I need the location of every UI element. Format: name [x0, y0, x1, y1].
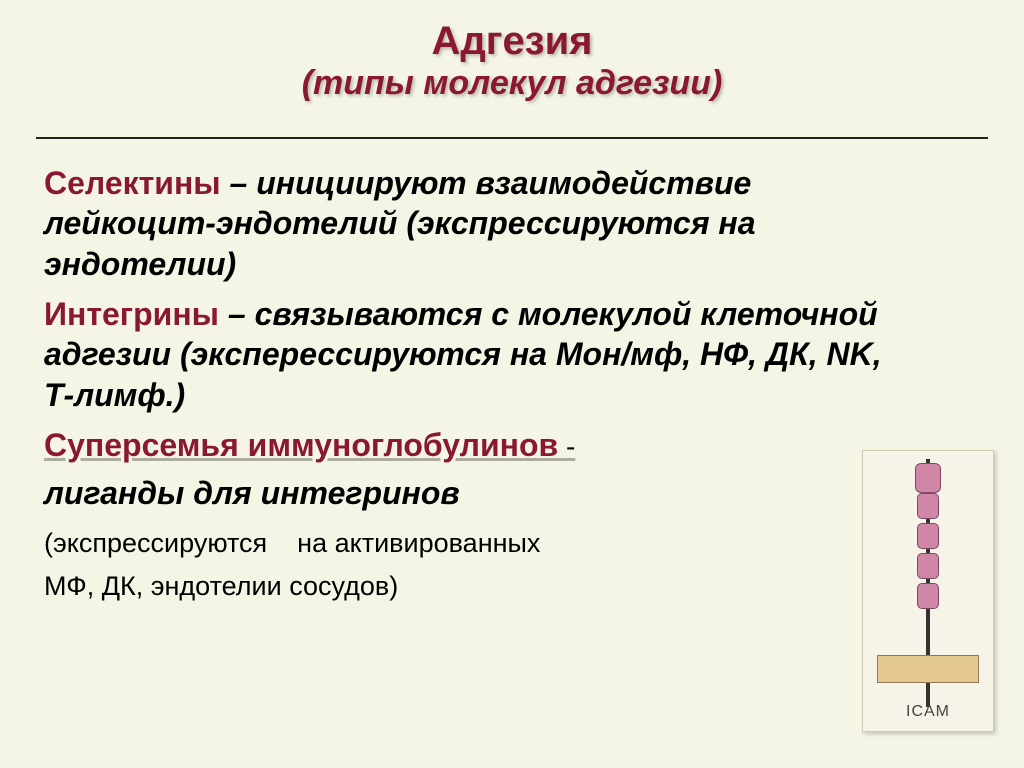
paragraph-integrins: Интегрины – связываются с молекулой клет…	[44, 294, 884, 415]
paragraph-selectins: Селектины – инициируют взаимодействие ле…	[44, 163, 884, 284]
icam-domain-bead	[917, 493, 939, 519]
sep-1: –	[221, 165, 257, 201]
title-main: Адгезия	[0, 18, 1024, 64]
icam-domain-bead	[917, 583, 939, 609]
icam-domain-bead	[917, 523, 939, 549]
icam-label: ICAM	[863, 703, 993, 721]
term-selectins: Селектины	[44, 165, 221, 201]
paragraph-ig-superfamily: Суперсемья иммуноглобулинов -	[44, 425, 884, 465]
term-ig-superfamily: Суперсемья иммуноглобулинов	[44, 427, 558, 463]
icam-domain-bead	[917, 553, 939, 579]
sep-2: –	[219, 296, 255, 332]
term-integrins: Интегрины	[44, 296, 219, 332]
title-block: Адгезия (типы молекул адгезии)	[0, 0, 1024, 111]
express-line-2: МФ, ДК, эндотелии сосудов)	[44, 565, 884, 608]
title-subtitle: (типы молекул адгезии)	[0, 64, 1024, 103]
slide: Адгезия (типы молекул адгезии) Селектины…	[0, 0, 1024, 768]
ligand-line: лиганды для интегринов	[44, 475, 884, 512]
icam-domain-bead	[915, 463, 941, 493]
body-text: Селектины – инициируют взаимодействие ле…	[0, 151, 922, 609]
divider-line	[36, 137, 988, 139]
icam-diagram: ICAM	[862, 450, 994, 732]
express-line-1: (экспрессируются на активированных	[44, 522, 884, 565]
membrane-bar	[877, 655, 979, 683]
diagram-inner: ICAM	[863, 451, 993, 731]
dash-3: -	[558, 431, 575, 462]
